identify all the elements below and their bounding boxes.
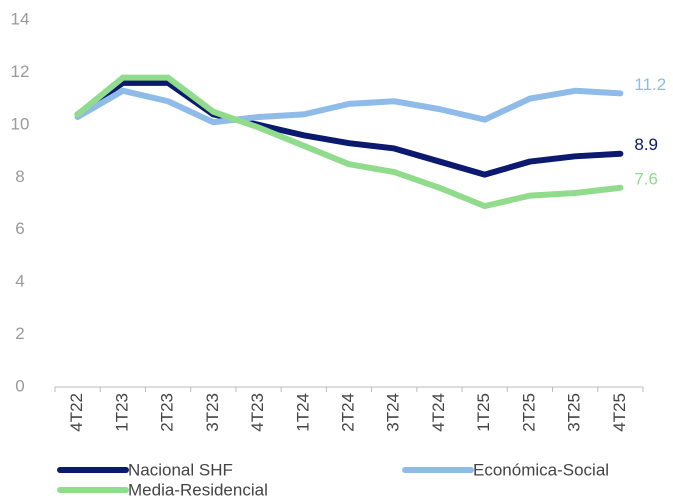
x-tick-label: 3T24 xyxy=(384,393,403,432)
x-tick-label: 4T23 xyxy=(248,393,267,432)
x-tick-label: 4T24 xyxy=(429,393,448,432)
x-tick-label: 1T24 xyxy=(293,393,312,432)
y-tick-label: 6 xyxy=(15,219,24,238)
y-tick-label: 10 xyxy=(11,114,30,133)
y-tick-label: 14 xyxy=(11,9,30,28)
legend-label: Media-Residencial xyxy=(128,480,268,499)
y-tick-label: 2 xyxy=(15,324,24,343)
end-value-label: 7.6 xyxy=(634,169,658,188)
x-tick-label: 4T25 xyxy=(610,393,629,432)
y-tick-label: 0 xyxy=(15,376,24,395)
series-line xyxy=(74,74,624,210)
y-tick-label: 4 xyxy=(15,272,24,291)
y-tick-label: 12 xyxy=(11,62,30,81)
legend-label: Nacional SHF xyxy=(128,460,233,479)
x-tick-label: 3T25 xyxy=(565,393,584,432)
x-tick-label: 1T23 xyxy=(112,393,131,432)
x-tick-label: 2T25 xyxy=(519,393,538,432)
x-tick-label: 3T23 xyxy=(203,393,222,432)
end-value-label: 11.2 xyxy=(634,75,666,94)
x-tick-label: 2T23 xyxy=(158,393,177,432)
x-tick-label: 2T24 xyxy=(338,393,357,432)
series-line xyxy=(74,79,624,178)
series-line xyxy=(74,87,624,126)
end-value-label: 8.9 xyxy=(634,135,658,154)
x-tick-label: 4T22 xyxy=(67,393,86,432)
x-tick-label: 1T25 xyxy=(474,393,493,432)
legend-label: Económica-Social xyxy=(473,460,609,479)
y-tick-label: 8 xyxy=(15,167,24,186)
